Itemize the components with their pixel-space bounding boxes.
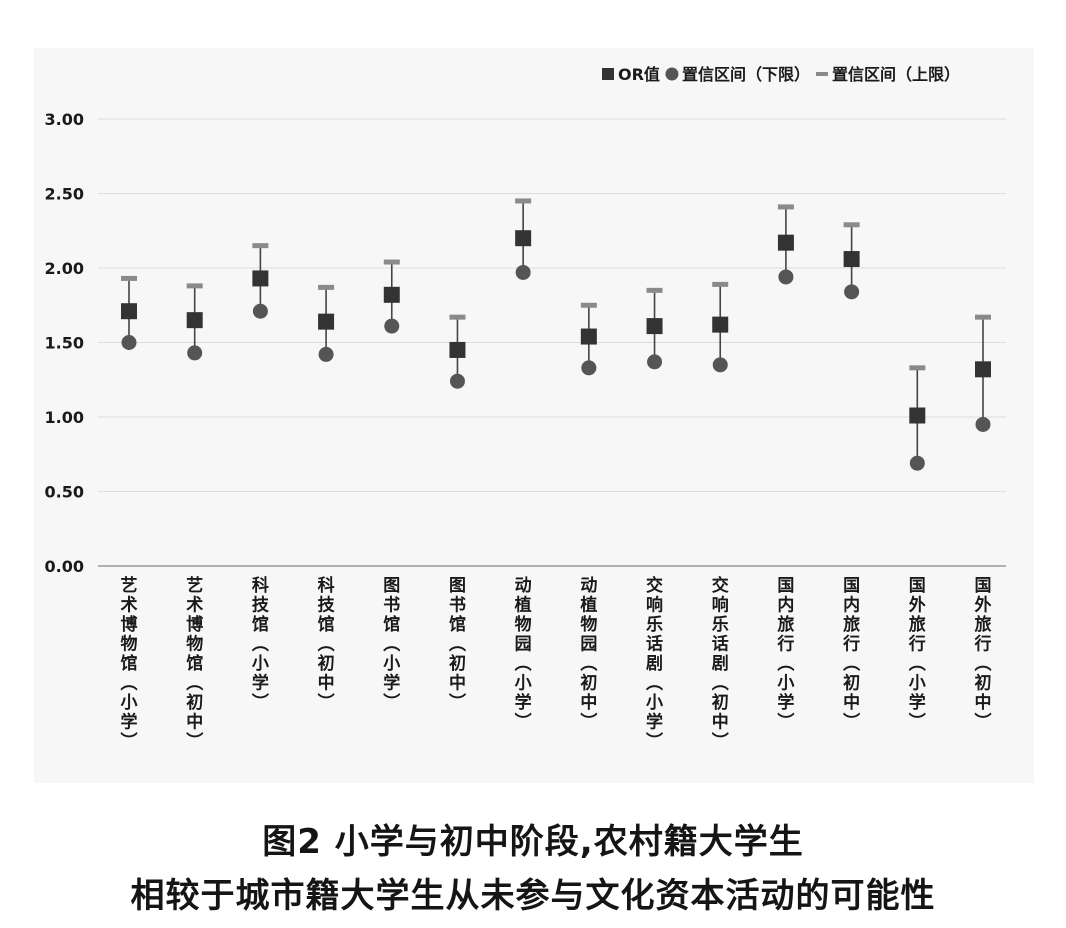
upper-ci-marker [843, 222, 860, 228]
legend-dash-icon [815, 72, 828, 76]
lower-ci-marker [318, 346, 334, 362]
legend-label: 置信区间（下限） [682, 65, 810, 84]
lower-ci-marker [909, 455, 925, 471]
upper-ci-marker [580, 302, 597, 308]
chart-panel: 0.00 0.50 1.00 1.50 2.00 2.50 3.00 艺术博物馆︵小学︶ 艺术… [34, 48, 1034, 783]
or-value-marker [777, 234, 794, 251]
upper-ci-marker [186, 283, 203, 289]
x-tick-label: 国外旅行︵小学︶ [908, 576, 926, 733]
x-tick-label: 科技馆︵初中︶ [318, 575, 336, 713]
upper-ci-marker [909, 365, 926, 371]
or-value-marker [186, 312, 203, 329]
y-axis: 0.00 0.50 1.00 1.50 2.00 2.50 3.00 [45, 110, 84, 576]
lower-ci-marker [121, 335, 137, 350]
lower-ci-marker [449, 373, 465, 389]
upper-ci-marker [121, 275, 137, 281]
upper-ci-marker [449, 314, 466, 320]
or-value-marker [975, 361, 991, 378]
x-tick-label: 图书馆︵初中︶ [449, 576, 466, 713]
or-value-marker [121, 303, 137, 320]
or-value-marker [909, 407, 926, 424]
x-tick-label: 国外旅行︵初中︶ [974, 576, 992, 733]
x-tick-label: 动植物园︵小学︶ [515, 576, 532, 733]
lower-ci-marker [647, 354, 663, 370]
or-value-marker [449, 341, 466, 358]
or-value-marker [252, 270, 269, 287]
caption-line-2: 相较于城市籍大学生从未参与文化资本活动的可能性 [130, 876, 936, 916]
or-value-marker [712, 316, 729, 333]
upper-ci-marker [712, 281, 729, 287]
grid [98, 118, 1006, 567]
upper-ci-marker [975, 314, 991, 320]
x-tick-label: 国内旅行︵初中︶ [842, 576, 860, 733]
legend-square-icon [602, 68, 614, 80]
lower-ci-marker [975, 416, 991, 432]
y-tick-label: 2.50 [45, 185, 84, 204]
upper-ci-marker [515, 198, 532, 204]
legend: OR值 置信区间（下限） 置信区间（上限） [602, 65, 960, 84]
or-value-marker [383, 286, 400, 303]
y-tick-label: 3.00 [45, 110, 84, 129]
x-tick-label: 交响乐话剧︵初中︶ [712, 575, 729, 752]
upper-ci-marker [646, 287, 663, 293]
x-tick-label: 国内旅行︵小学︶ [776, 576, 794, 733]
or-value-marker [580, 328, 597, 345]
caption-line-1: 图2 小学与初中阶段,农村籍大学生 [262, 822, 804, 862]
or-value-marker [843, 251, 860, 268]
y-tick-label: 1.50 [45, 334, 84, 353]
lower-ci-marker [712, 357, 728, 373]
x-tick-label: 科技馆︵小学︶ [252, 575, 270, 713]
lower-ci-marker [515, 264, 531, 280]
chart: 0.000.501.001.502.002.503.00 艺术博物馆︵小学︶艺术… [45, 65, 1006, 752]
lower-ci-marker [252, 303, 268, 319]
upper-ci-marker [777, 204, 794, 210]
lower-ci-marker [187, 345, 203, 361]
data-marks [121, 198, 991, 471]
upper-ci-marker [318, 284, 335, 290]
or-value-marker [515, 230, 532, 247]
y-tick-label: 0.00 [45, 557, 84, 576]
y-tick-label: 0.50 [45, 483, 84, 502]
x-tick-label: 动植物园︵初中︶ [580, 576, 597, 733]
y-tick-label: 2.00 [45, 259, 84, 278]
or-value-marker [646, 318, 663, 335]
x-tick-label: 图书馆︵小学︶ [383, 576, 400, 713]
lower-ci-marker [581, 360, 597, 376]
legend-label: 置信区间（上限） [832, 65, 960, 84]
legend-circle-icon [665, 67, 679, 81]
or-value-marker [318, 313, 335, 330]
lower-ci-marker [844, 284, 860, 300]
x-tick-label: 艺术博物馆︵初中︶ [186, 575, 203, 752]
upper-ci-marker [383, 259, 400, 265]
lower-ci-marker [778, 269, 794, 285]
lower-ci-marker [384, 318, 400, 334]
upper-ci-marker [252, 243, 269, 249]
legend-label: OR值 [618, 65, 660, 84]
x-tick-label: 艺术博物馆︵小学︶ [121, 575, 138, 752]
x-axis: 艺术博物馆︵小学︶ 艺术博物馆︵初中︶ 科技馆︵小学︶ 科技馆︵初中︶ 图书馆︵小学︶ 图… [121, 575, 992, 752]
x-tick-label: 交响乐话剧︵小学︶ [646, 575, 663, 752]
y-tick-label: 1.00 [45, 408, 84, 427]
